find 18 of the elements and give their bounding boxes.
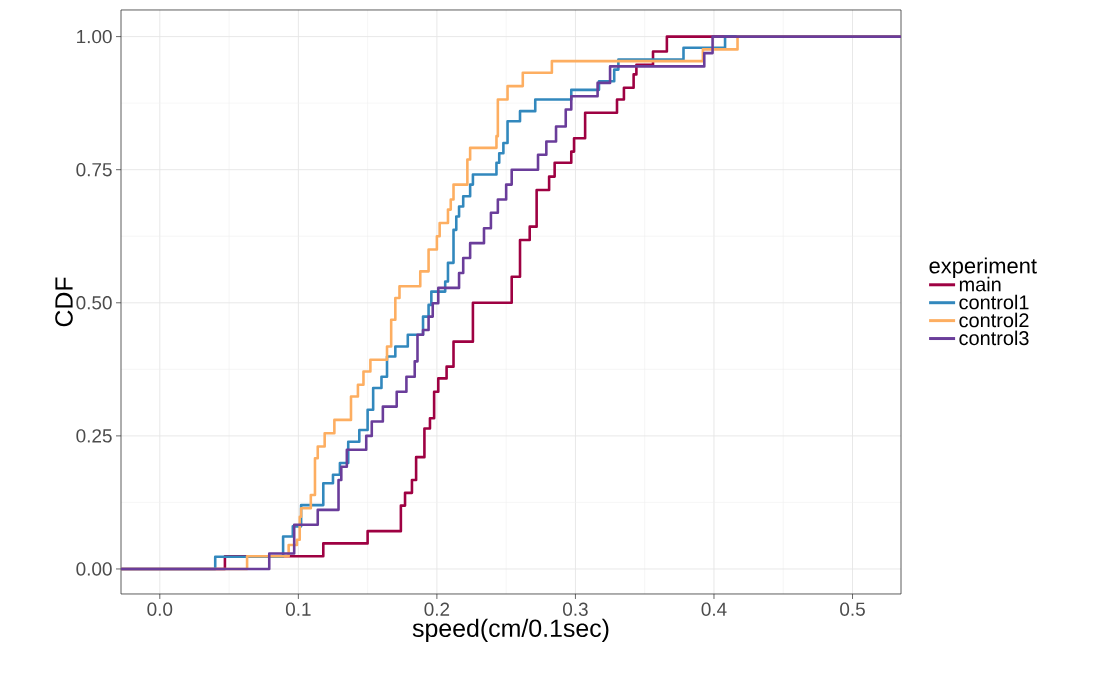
y-tick-label: 1.00 bbox=[77, 29, 112, 44]
legend-title: experiment bbox=[929, 257, 1037, 278]
x-axis-title: speed(cm/0.1sec) bbox=[412, 618, 609, 642]
legend-label: control1 bbox=[959, 294, 1029, 310]
legend-label: control3 bbox=[959, 330, 1029, 346]
x-tick-label: 0.4 bbox=[701, 602, 727, 616]
x-tick-label: 0.5 bbox=[840, 602, 865, 616]
x-tick-label: 0.3 bbox=[563, 602, 588, 616]
y-tick-label: 0.25 bbox=[76, 429, 112, 443]
legend-label: main bbox=[959, 276, 1001, 292]
x-tick-label: 0.0 bbox=[147, 602, 173, 616]
y-axis-title: CDF bbox=[55, 277, 73, 327]
y-tick-label: 0.50 bbox=[76, 296, 112, 310]
x-tick-label: 0.2 bbox=[424, 602, 450, 616]
y-tick-label: 0.00 bbox=[76, 562, 112, 576]
y-tick-label: 0.75 bbox=[76, 162, 112, 177]
x-tick-label: 0.1 bbox=[285, 602, 311, 616]
legend-label: control2 bbox=[959, 312, 1029, 328]
